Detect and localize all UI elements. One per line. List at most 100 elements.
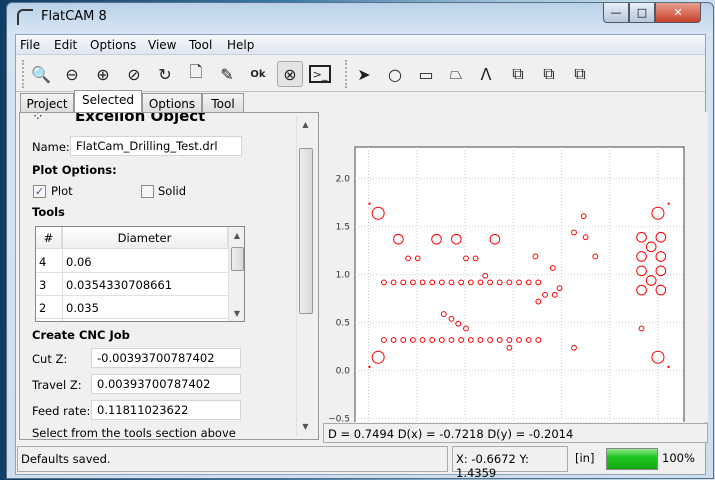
union-icon[interactable]: ⧉	[512, 64, 524, 83]
units-label: [in]	[575, 451, 595, 465]
solid-checkbox[interactable]	[141, 185, 154, 198]
table-scroll-thumb[interactable]	[231, 247, 244, 271]
hint-text: Select from the tools section above	[32, 426, 236, 440]
drill-hole	[551, 291, 558, 298]
y-tick-label: 1.0	[336, 271, 351, 281]
drill-hole	[463, 255, 469, 262]
clear-plot-icon[interactable]: ⊘	[127, 64, 141, 84]
shell-terminal-icon[interactable]: >_	[309, 65, 331, 83]
table-row[interactable]: 3 0.0354330708661	[36, 273, 228, 296]
path-icon[interactable]: ᐱ	[480, 64, 492, 84]
menu-options[interactable]: Options	[90, 38, 137, 52]
drill-hole	[477, 337, 484, 343]
replot-icon[interactable]: ↻	[158, 64, 172, 84]
tools-label: Tools	[32, 205, 65, 219]
menu-file[interactable]: File	[20, 38, 41, 52]
drill-hole	[535, 298, 542, 305]
maximize-button[interactable]: □	[629, 3, 655, 23]
drill-hole	[477, 279, 484, 286]
close-button[interactable]: ✕	[655, 3, 701, 23]
rectangle-icon[interactable]: ▭	[418, 64, 434, 84]
feedrate-input[interactable]: 0.11811023622	[91, 400, 241, 420]
column-header-diameter[interactable]: Diameter	[62, 227, 228, 249]
scroll-down-icon[interactable]: ▼	[233, 309, 241, 318]
progress-label: 100%	[662, 451, 695, 465]
move-icon[interactable]: ⧉	[543, 64, 555, 83]
cutz-input[interactable]: -0.00393700787402	[91, 348, 241, 368]
drill-hole	[440, 311, 447, 317]
drill-hole	[429, 337, 436, 343]
object-heading: Excellon Object	[75, 112, 206, 125]
drill-hole	[535, 337, 542, 343]
save-ok-icon[interactable]: Ok	[250, 68, 266, 80]
copy-icon[interactable]: ⧉	[574, 64, 586, 83]
zoom-out-icon[interactable]: ⊖	[65, 64, 79, 84]
circle-icon[interactable]: ○	[388, 64, 402, 84]
tool-number: 3	[39, 278, 47, 292]
drill-hole	[535, 279, 542, 286]
menu-edit[interactable]: Edit	[54, 38, 78, 52]
drill-hole	[400, 279, 407, 286]
zoom-in-icon[interactable]: ⊕	[96, 64, 110, 84]
menu-tool[interactable]: Tool	[189, 38, 213, 52]
drill-hole	[455, 320, 462, 327]
scroll-up-icon[interactable]: ▲	[302, 120, 309, 129]
progress-bar	[606, 448, 658, 470]
column-header-number[interactable]: #	[36, 227, 62, 249]
panel-scroll-thumb[interactable]	[299, 148, 313, 314]
drill-hole	[638, 325, 645, 332]
table-scrollbar[interactable]: ▲ ▼	[228, 227, 244, 321]
delete-object-icon[interactable]: ⊗	[277, 61, 303, 87]
drill-hole	[409, 337, 416, 343]
plot-checkbox[interactable]: ✓	[33, 185, 46, 198]
drill-hole	[487, 279, 493, 286]
scroll-down-icon[interactable]: ▼	[302, 422, 309, 431]
tool-diameter: 0.06	[66, 255, 92, 269]
drill-hole	[448, 315, 455, 322]
drill-hole	[393, 233, 404, 245]
menu-view[interactable]: View	[148, 38, 177, 52]
drill-hole	[448, 337, 455, 343]
toolbar-grip-2[interactable]	[345, 60, 347, 88]
drill-hole	[506, 344, 513, 351]
polygon-icon[interactable]: ⏢	[449, 64, 463, 83]
menu-help[interactable]: Help	[227, 38, 255, 52]
drill-hole	[448, 279, 455, 286]
y-tick-label: 0.0	[336, 367, 351, 377]
drill-hole	[651, 350, 665, 364]
name-input[interactable]: FlatCam_Drilling_Test.drl	[70, 136, 242, 156]
drill-hole	[496, 279, 503, 286]
plot-canvas[interactable]: 0.00.51.01.52.02.53.0−0.50.00.51.01.52.0	[321, 112, 708, 439]
minimize-button[interactable]: —	[603, 3, 629, 23]
drill-plot[interactable]: 0.00.51.01.52.02.53.0−0.50.00.51.01.52.0	[321, 112, 708, 439]
drill-hole	[645, 241, 657, 253]
zoom-fit-icon[interactable]: 🔍	[31, 64, 51, 84]
table-row[interactable]: 4 0.06	[36, 250, 228, 273]
table-row[interactable]: 2 0.035	[36, 296, 228, 319]
tab-tool[interactable]: Tool	[202, 93, 244, 113]
tab-selected[interactable]: Selected	[74, 90, 142, 114]
tab-project[interactable]: Project	[20, 93, 74, 113]
drill-hole	[667, 202, 670, 205]
drill-hole	[368, 202, 371, 205]
panel-scrollbar[interactable]: ▲ ▼	[296, 116, 314, 436]
travelz-input[interactable]: 0.00393700787402	[91, 374, 241, 394]
select-arrow-icon[interactable]: ➤	[357, 64, 371, 84]
drill-hole	[409, 279, 416, 286]
tab-options[interactable]: Options	[142, 93, 202, 113]
drill-hole	[472, 255, 479, 262]
drill-hole	[371, 206, 385, 220]
toolbar-grip[interactable]	[22, 60, 24, 88]
excellon-icon: ⁘	[32, 112, 44, 125]
new-project-icon[interactable]: 🗋	[189, 61, 203, 81]
drill-hole	[636, 265, 647, 277]
drill-hole	[580, 213, 587, 220]
app-window: FlatCAM 8 — □ ✕ File Edit Options View T…	[6, 2, 714, 480]
tool-diameter: 0.0354330708661	[66, 278, 173, 292]
scroll-up-icon[interactable]: ▲	[233, 231, 241, 240]
drill-hole	[489, 233, 501, 245]
drill-hole	[506, 337, 513, 343]
tool-number: 4	[39, 255, 47, 269]
feedrate-label: Feed rate:	[32, 404, 91, 418]
open-file-icon[interactable]: ✎	[220, 64, 234, 84]
